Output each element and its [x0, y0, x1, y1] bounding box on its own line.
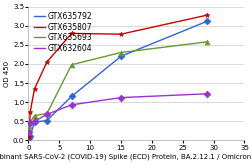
Point — [45, 61, 49, 63]
Point — [69, 95, 73, 98]
Point — [118, 51, 122, 54]
Point — [32, 120, 36, 123]
Point — [27, 137, 31, 140]
GTX635693 — [45, 113, 48, 115]
GTX632604 — [27, 131, 30, 133]
GTX635693 — [70, 64, 73, 66]
GTX635807 — [28, 111, 32, 113]
Y-axis label: OD 450: OD 450 — [4, 61, 10, 87]
GTX635792 — [33, 121, 36, 123]
GTX635693 — [205, 41, 208, 43]
Point — [32, 88, 36, 90]
GTX635807 — [27, 136, 30, 138]
Line: GTX635807: GTX635807 — [29, 15, 207, 137]
Point — [118, 96, 122, 99]
Point — [28, 110, 32, 113]
Point — [28, 134, 32, 137]
Point — [118, 55, 122, 58]
GTX635807 — [45, 61, 48, 63]
GTX635693 — [27, 125, 30, 127]
Line: GTX635693: GTX635693 — [29, 42, 207, 126]
Point — [118, 33, 122, 35]
GTX635807 — [70, 32, 73, 34]
GTX632604 — [33, 120, 36, 122]
Point — [45, 112, 49, 115]
Point — [27, 125, 31, 127]
Point — [205, 20, 209, 22]
Point — [32, 114, 36, 117]
Legend: GTX635792, GTX635807, GTX635693, GTX632604: GTX635792, GTX635807, GTX635693, GTX6326… — [32, 10, 93, 54]
Point — [205, 41, 209, 43]
Point — [69, 32, 73, 35]
Point — [45, 119, 49, 122]
GTX632604 — [28, 122, 32, 124]
GTX635792 — [70, 95, 73, 97]
GTX635792 — [205, 20, 208, 22]
Point — [45, 113, 49, 116]
GTX635807 — [205, 14, 208, 16]
Point — [28, 121, 32, 123]
GTX635693 — [119, 51, 122, 53]
GTX635792 — [28, 135, 32, 137]
GTX635792 — [27, 137, 30, 139]
GTX635792 — [119, 55, 122, 57]
GTX635807 — [119, 33, 122, 35]
Point — [28, 122, 32, 124]
GTX632604 — [70, 104, 73, 106]
Line: GTX635792: GTX635792 — [29, 21, 207, 138]
Point — [205, 14, 209, 16]
GTX635807 — [33, 88, 36, 90]
GTX632604 — [205, 93, 208, 95]
Point — [69, 103, 73, 106]
Point — [32, 121, 36, 123]
GTX632604 — [119, 97, 122, 99]
GTX635693 — [33, 115, 36, 117]
GTX632604 — [45, 113, 48, 115]
GTX635792 — [45, 120, 48, 122]
GTX635693 — [28, 121, 32, 123]
Point — [27, 136, 31, 139]
Point — [27, 131, 31, 133]
Point — [69, 63, 73, 66]
X-axis label: Recombinant SARS-CoV-2 (COVID-19) Spike (ECD) Protein, BA.2.12.1 / Omicron varia: Recombinant SARS-CoV-2 (COVID-19) Spike … — [0, 153, 252, 160]
Point — [205, 92, 209, 95]
Line: GTX632604: GTX632604 — [29, 94, 207, 132]
